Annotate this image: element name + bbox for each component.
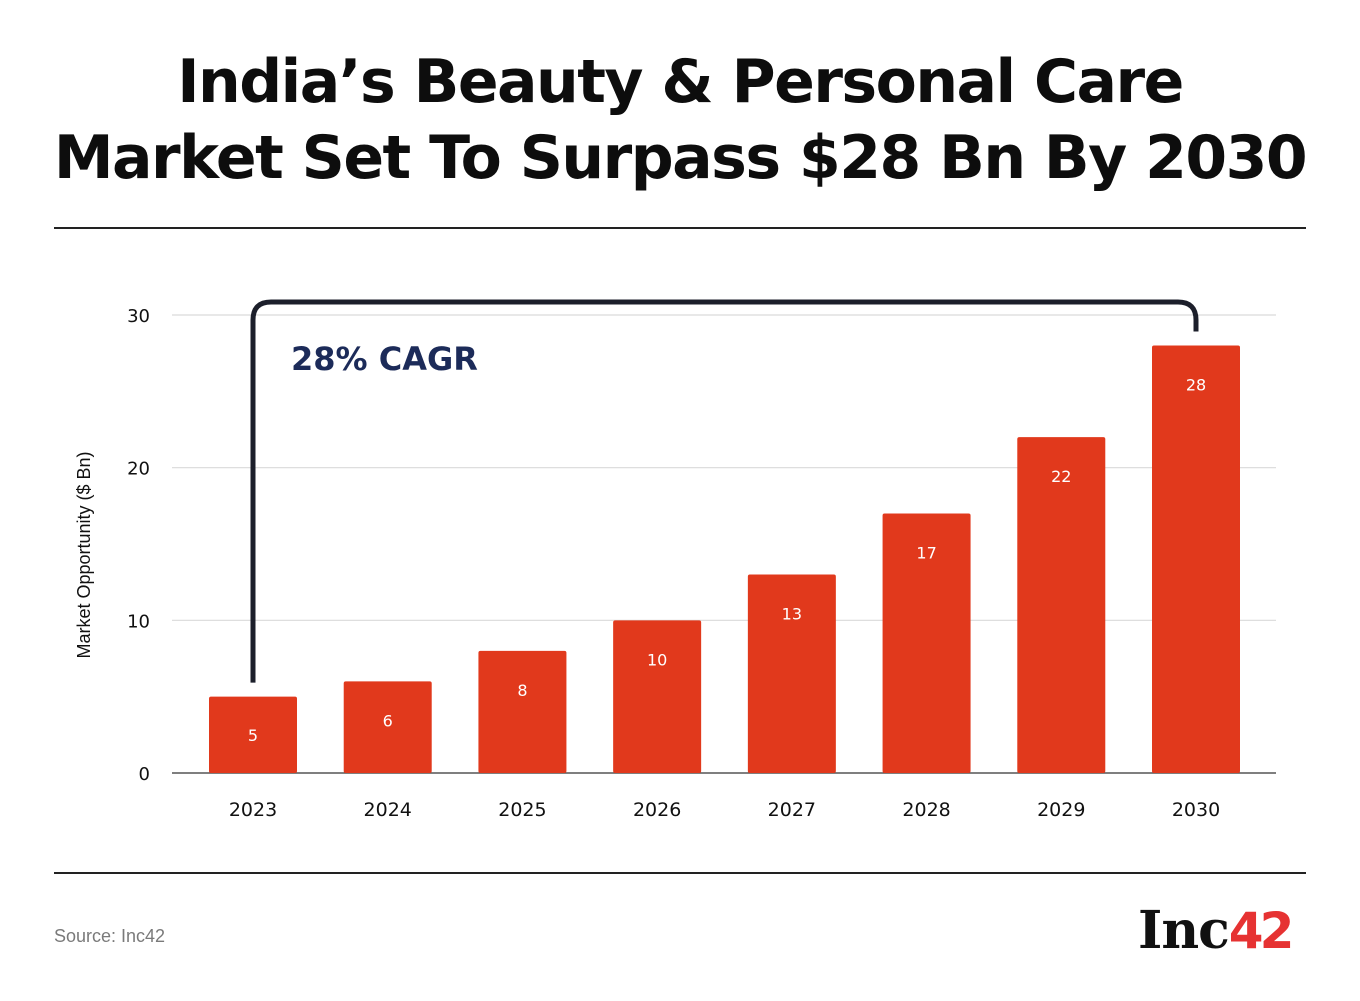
y-axis-ticks: 0 10 20 30 [127, 306, 150, 785]
data-label: 10 [647, 650, 667, 669]
x-tick-label: 2029 [1037, 799, 1085, 821]
title-line-1: India’s Beauty & Personal Care [177, 47, 1184, 117]
source-note: Source: Inc42 [54, 926, 166, 946]
x-tick-label: 2027 [768, 799, 816, 821]
bar-2025 [478, 650, 567, 773]
data-label: 13 [782, 605, 802, 624]
logo-number: 42 [1228, 902, 1295, 960]
x-tick-label: 2024 [364, 799, 412, 821]
data-label: 22 [1051, 467, 1071, 486]
x-tick-label: 2030 [1172, 799, 1220, 821]
x-tick-label: 2025 [498, 799, 546, 821]
bar-2027 [747, 574, 836, 773]
y-tick-label: 20 [127, 459, 150, 480]
inc42-logo: Inc42 [1138, 900, 1295, 961]
cagr-bracket [250, 299, 1199, 683]
data-label: 17 [916, 543, 936, 562]
y-tick-label: 30 [127, 306, 150, 327]
bottom-divider [54, 872, 1306, 874]
title-line-2: Market Set To Surpass $28 Bn By 2030 [53, 123, 1308, 193]
data-labels: 5 6 8 10 13 17 22 28 [248, 376, 1206, 745]
chart-title: India’s Beauty & Personal Care Market Se… [0, 44, 1360, 196]
bar-2029 [1017, 437, 1106, 773]
data-label: 8 [517, 681, 527, 700]
gridlines [172, 314, 1276, 774]
x-tick-label: 2026 [633, 799, 681, 821]
data-label: 5 [248, 726, 258, 745]
data-label: 28 [1186, 376, 1206, 395]
logo-text: Inc [1138, 900, 1230, 961]
bar-2024 [343, 681, 432, 773]
top-divider [54, 227, 1306, 229]
x-tick-label: 2028 [902, 799, 950, 821]
bar-2030 [1152, 345, 1240, 773]
bar-2026 [613, 620, 702, 773]
bar-2028 [882, 513, 971, 773]
cagr-annotation: 28% CAGR [291, 340, 478, 378]
y-tick-label: 0 [139, 764, 150, 785]
data-label: 6 [383, 711, 393, 730]
x-axis-ticks: 2023 2024 2025 2026 2027 2028 2029 2030 [229, 799, 1220, 821]
bar-2023 [209, 696, 297, 773]
bars [209, 345, 1240, 773]
y-tick-label: 10 [127, 611, 150, 632]
y-axis-label: Market Opportunity ($ Bn) [74, 451, 94, 658]
x-tick-label: 2023 [229, 799, 277, 821]
